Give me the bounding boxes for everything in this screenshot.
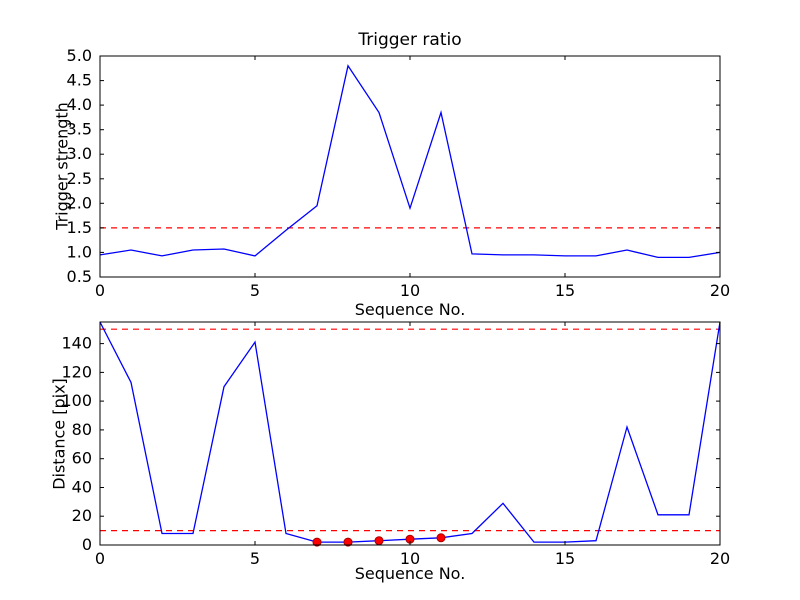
y-tick-label: 80 bbox=[72, 420, 92, 439]
y-tick-label: 0.5 bbox=[67, 267, 92, 286]
trigger-marker bbox=[312, 537, 322, 547]
x-tick-label: 15 bbox=[555, 281, 575, 300]
y-tick-label: 1.5 bbox=[67, 218, 92, 237]
x-axis-label-bottom: Sequence No. bbox=[354, 564, 466, 583]
x-tick-label: 5 bbox=[250, 281, 260, 300]
axes-frame bbox=[99, 55, 721, 278]
y-tick-label: 4.5 bbox=[67, 71, 92, 90]
subplot-1: 0 5 10 15 20 0.5 1.0 1.5 2.0 2.5 3.0 3.5 4.0 4.5 5.0 bbox=[67, 46, 731, 300]
y-axis-label-bottom: Distance [pix] bbox=[49, 378, 69, 490]
axes-frame bbox=[99, 321, 721, 546]
y-tick-label: 40 bbox=[72, 478, 92, 497]
y-tick-label: 1.0 bbox=[67, 242, 92, 261]
y-tick-label: 2.0 bbox=[67, 193, 92, 212]
x-tick-label: 20 bbox=[710, 281, 730, 300]
x-tick-label: 10 bbox=[400, 281, 420, 300]
y-tick-label: 120 bbox=[61, 362, 92, 381]
y-tick-label: 2.5 bbox=[67, 169, 92, 188]
y-tick-label: 140 bbox=[61, 334, 92, 353]
y-tick-label: 3.5 bbox=[67, 120, 92, 139]
y-axis-label-top: Trigger strength bbox=[52, 102, 72, 230]
chart-title: Trigger ratio bbox=[358, 30, 462, 50]
x-tick-label: 10 bbox=[400, 549, 420, 568]
y-tick-label: 3.0 bbox=[67, 144, 92, 163]
y-tick-label: 20 bbox=[72, 506, 92, 525]
subplot-2: 0 5 10 15 20 0 20 40 60 80 100 120 140 bbox=[61, 321, 730, 568]
x-tick-label: 15 bbox=[555, 549, 575, 568]
trigger-strength-line bbox=[99, 64, 721, 259]
y-tick-label: 100 bbox=[61, 391, 92, 410]
distance-line bbox=[99, 321, 721, 543]
x-tick-label: 20 bbox=[710, 549, 730, 568]
x-tick-label: 5 bbox=[250, 549, 260, 568]
trigger-marker bbox=[436, 533, 446, 543]
y-tick-label: 5.0 bbox=[67, 46, 92, 65]
trigger-marker bbox=[343, 537, 353, 547]
y-tick-label: 4.0 bbox=[67, 95, 92, 114]
y-tick-label: 60 bbox=[72, 449, 92, 468]
x-axis-label-top: Sequence No. bbox=[354, 300, 466, 319]
x-tick-label: 0 bbox=[95, 281, 105, 300]
trigger-marker bbox=[374, 536, 384, 546]
x-tick-label: 0 bbox=[95, 549, 105, 568]
y-tick-label: 0 bbox=[82, 535, 92, 554]
